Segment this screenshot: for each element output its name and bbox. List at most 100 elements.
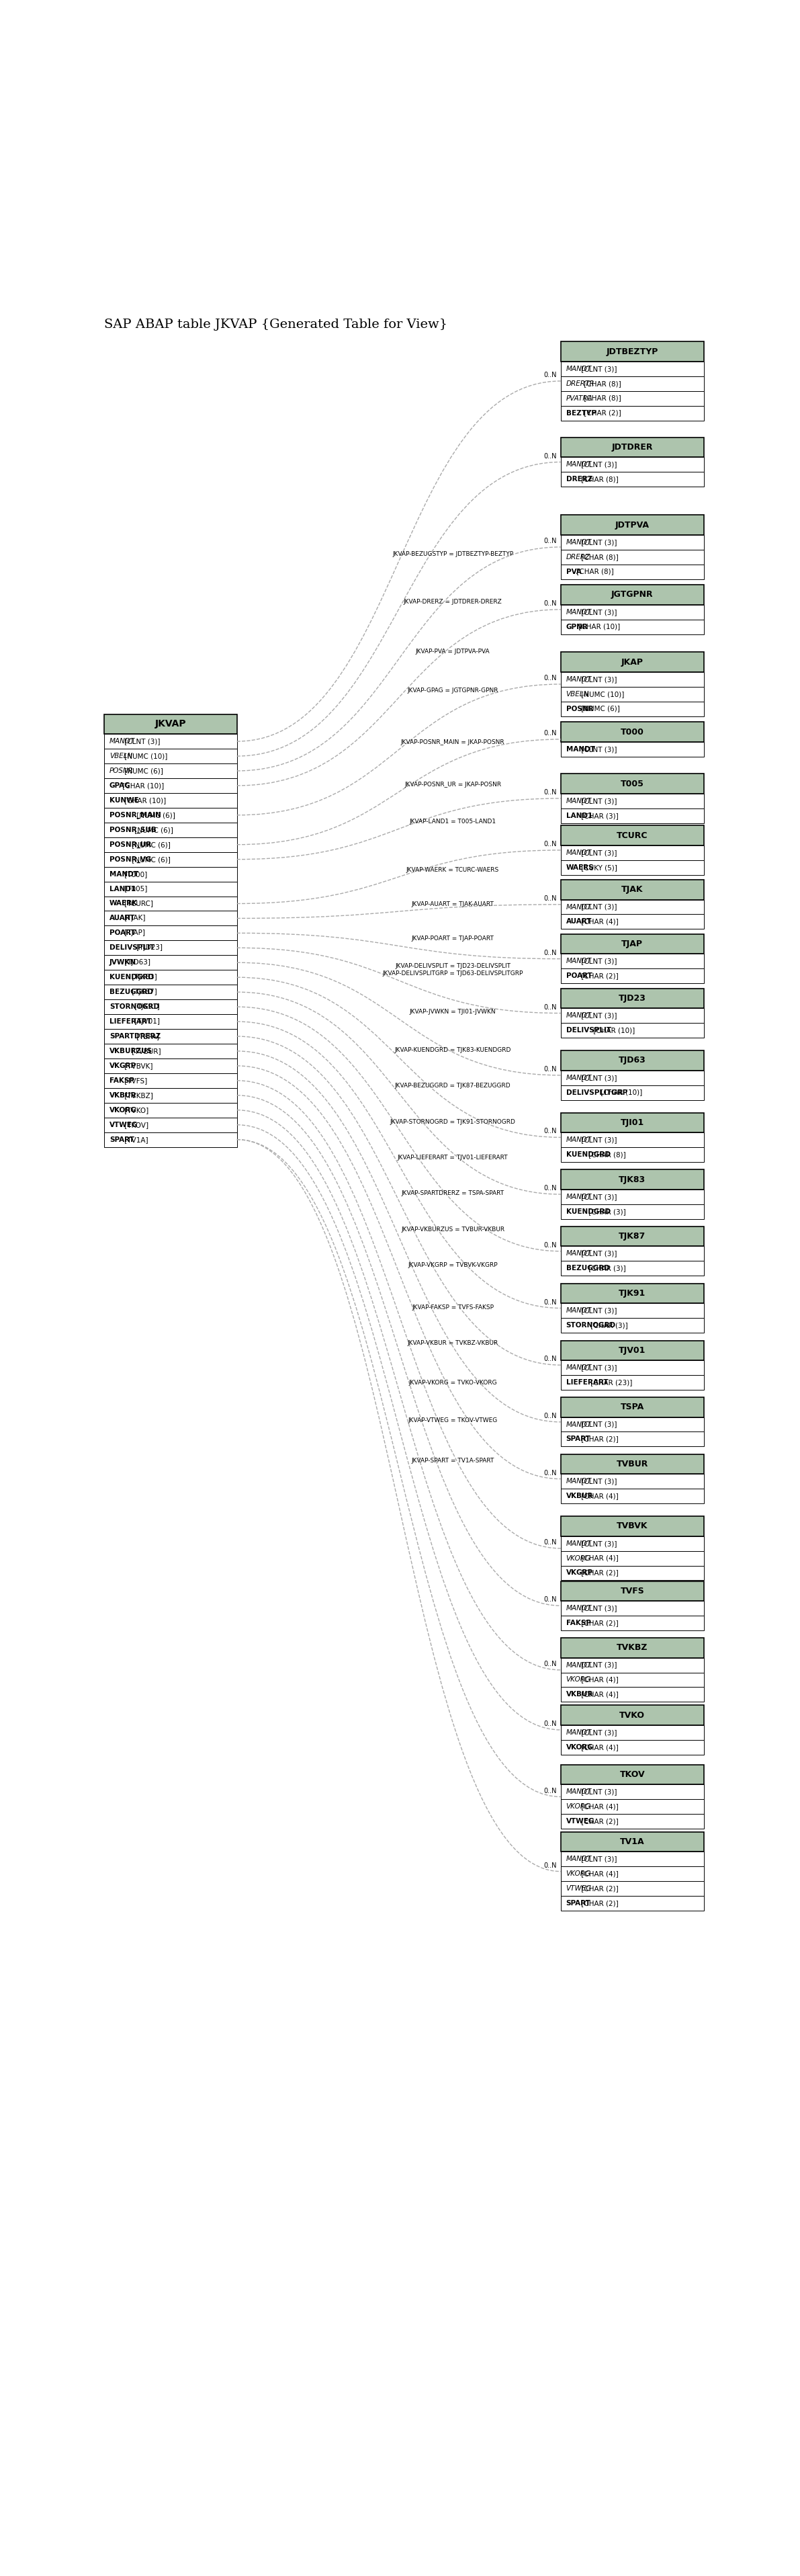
Text: JKVAP-PVA = JDTPVA-PVA: JKVAP-PVA = JDTPVA-PVA: [416, 649, 490, 654]
Text: [TJD63]: [TJD63]: [122, 958, 150, 966]
Text: [CHAR (4)]: [CHAR (4)]: [579, 1677, 618, 1682]
Text: KUENDGRD: KUENDGRD: [566, 1151, 610, 1159]
Text: [CHAR (10)]: [CHAR (10)]: [122, 796, 166, 804]
Text: 0..N: 0..N: [543, 538, 557, 544]
FancyBboxPatch shape: [561, 1203, 704, 1218]
FancyBboxPatch shape: [561, 1396, 704, 1417]
Text: TJK91: TJK91: [618, 1288, 646, 1298]
FancyBboxPatch shape: [561, 1687, 704, 1703]
Text: [TSPA]: [TSPA]: [134, 1033, 159, 1041]
FancyBboxPatch shape: [561, 456, 704, 471]
Text: [CLNT (3)]: [CLNT (3)]: [579, 1479, 617, 1484]
Text: [CHAR (3)]: [CHAR (3)]: [586, 1208, 626, 1216]
Text: AUART: AUART: [110, 914, 135, 922]
FancyBboxPatch shape: [561, 721, 704, 742]
FancyBboxPatch shape: [104, 793, 237, 809]
FancyBboxPatch shape: [561, 860, 704, 876]
Text: WAERK: WAERK: [110, 899, 138, 907]
Text: TV1A: TV1A: [620, 1837, 645, 1847]
Text: [CHAR (10)]: [CHAR (10)]: [591, 1028, 635, 1033]
Text: [CHAR (2)]: [CHAR (2)]: [582, 410, 621, 417]
Text: [CLNT (3)]: [CLNT (3)]: [579, 1074, 617, 1082]
Text: JKVAP-WAERK = TCURC-WAERS: JKVAP-WAERK = TCURC-WAERS: [406, 866, 499, 873]
Text: PVATRA: PVATRA: [566, 394, 593, 402]
Text: [TJK87]: [TJK87]: [130, 989, 157, 994]
FancyBboxPatch shape: [561, 1226, 704, 1247]
Text: 0..N: 0..N: [543, 1005, 557, 1010]
FancyBboxPatch shape: [561, 564, 704, 580]
Text: POART: POART: [566, 974, 592, 979]
Text: JKVAP-SPART = TV1A-SPART: JKVAP-SPART = TV1A-SPART: [411, 1458, 494, 1463]
Text: VKORG: VKORG: [566, 1803, 590, 1811]
Text: T005: T005: [621, 781, 644, 788]
FancyBboxPatch shape: [561, 1600, 704, 1615]
Text: MANDT: MANDT: [566, 1855, 592, 1862]
Text: JKVAP-POSNR_UR = JKAP-POSNR: JKVAP-POSNR_UR = JKAP-POSNR: [404, 781, 501, 788]
FancyBboxPatch shape: [561, 672, 704, 688]
Text: [TV1A]: [TV1A]: [122, 1136, 149, 1144]
Text: MANDT: MANDT: [566, 538, 592, 546]
FancyBboxPatch shape: [561, 1798, 704, 1814]
FancyBboxPatch shape: [561, 1672, 704, 1687]
FancyBboxPatch shape: [561, 1455, 704, 1473]
Text: VKGRP: VKGRP: [566, 1569, 593, 1577]
FancyBboxPatch shape: [561, 969, 704, 984]
FancyBboxPatch shape: [561, 1417, 704, 1432]
FancyBboxPatch shape: [561, 1638, 704, 1659]
Text: JKVAP-FAKSP = TVFS-FAKSP: JKVAP-FAKSP = TVFS-FAKSP: [412, 1303, 494, 1311]
Text: MANDT: MANDT: [566, 799, 592, 804]
FancyBboxPatch shape: [561, 793, 704, 809]
Text: [CLNT (3)]: [CLNT (3)]: [579, 1728, 617, 1736]
Text: LAND1: LAND1: [110, 886, 136, 891]
FancyBboxPatch shape: [561, 1739, 704, 1754]
FancyBboxPatch shape: [561, 742, 704, 757]
Text: JKVAP-POART = TJAP-POART: JKVAP-POART = TJAP-POART: [411, 935, 494, 943]
FancyBboxPatch shape: [104, 1118, 237, 1133]
Text: MANDT: MANDT: [566, 461, 592, 469]
Text: [TJAK]: [TJAK]: [122, 914, 146, 922]
Text: 0..N: 0..N: [543, 1298, 557, 1306]
Text: VKORG: VKORG: [566, 1556, 590, 1561]
Text: JKVAP-DELIVSPLIT = TJD23-DELIVSPLIT
JKVAP-DELIVSPLITGRP = TJD63-DELIVSPLITGRP: JKVAP-DELIVSPLIT = TJD23-DELIVSPLIT JKVA…: [382, 963, 523, 976]
Text: MANDT: MANDT: [566, 904, 592, 909]
Text: JKVAP-VKORG = TVKO-VKORG: JKVAP-VKORG = TVKO-VKORG: [409, 1381, 497, 1386]
Text: [CHAR (4)]: [CHAR (4)]: [579, 1492, 618, 1499]
Text: [CHAR (10)]: [CHAR (10)]: [577, 623, 621, 631]
FancyBboxPatch shape: [104, 809, 237, 822]
Text: MANDT: MANDT: [566, 1074, 592, 1082]
Text: 0..N: 0..N: [543, 729, 557, 737]
Text: POSNR_SUB: POSNR_SUB: [110, 827, 156, 832]
Text: JKVAP-JVWKN = TJI01-JVWKN: JKVAP-JVWKN = TJI01-JVWKN: [410, 1010, 496, 1015]
Text: VKORG: VKORG: [566, 1677, 590, 1682]
FancyBboxPatch shape: [561, 515, 704, 536]
Text: 0..N: 0..N: [543, 1066, 557, 1072]
Text: [CLNT (3)]: [CLNT (3)]: [579, 608, 617, 616]
Text: JGTGPNR: JGTGPNR: [611, 590, 654, 600]
Text: JKAP: JKAP: [622, 657, 643, 667]
Text: VKBURZUS: VKBURZUS: [110, 1048, 153, 1054]
FancyBboxPatch shape: [561, 404, 704, 420]
Text: [NUMC (6)]: [NUMC (6)]: [132, 827, 173, 832]
FancyBboxPatch shape: [561, 1146, 704, 1162]
Text: JKVAP: JKVAP: [155, 719, 186, 729]
FancyBboxPatch shape: [561, 688, 704, 701]
FancyBboxPatch shape: [561, 1566, 704, 1579]
Text: [TJK83]: [TJK83]: [130, 974, 157, 981]
FancyBboxPatch shape: [561, 1007, 704, 1023]
Text: 0..N: 0..N: [543, 1662, 557, 1667]
FancyBboxPatch shape: [561, 1084, 704, 1100]
FancyBboxPatch shape: [561, 343, 704, 361]
Text: [CLNT (3)]: [CLNT (3)]: [579, 461, 617, 469]
Text: [CLNT (3)]: [CLNT (3)]: [579, 799, 617, 804]
FancyBboxPatch shape: [561, 953, 704, 969]
Text: MANDT: MANDT: [566, 1306, 592, 1314]
Text: TSPA: TSPA: [621, 1404, 644, 1412]
Text: 0..N: 0..N: [543, 675, 557, 683]
Text: DELIVSPLITGRP: DELIVSPLITGRP: [566, 1090, 627, 1095]
Text: MANDT: MANDT: [566, 1136, 592, 1144]
Text: 0..N: 0..N: [543, 1355, 557, 1363]
Text: [CHAR (4)]: [CHAR (4)]: [579, 1692, 618, 1698]
FancyBboxPatch shape: [561, 1170, 704, 1190]
Text: JDTBEZTYP: JDTBEZTYP: [606, 348, 658, 355]
FancyBboxPatch shape: [104, 1103, 237, 1118]
